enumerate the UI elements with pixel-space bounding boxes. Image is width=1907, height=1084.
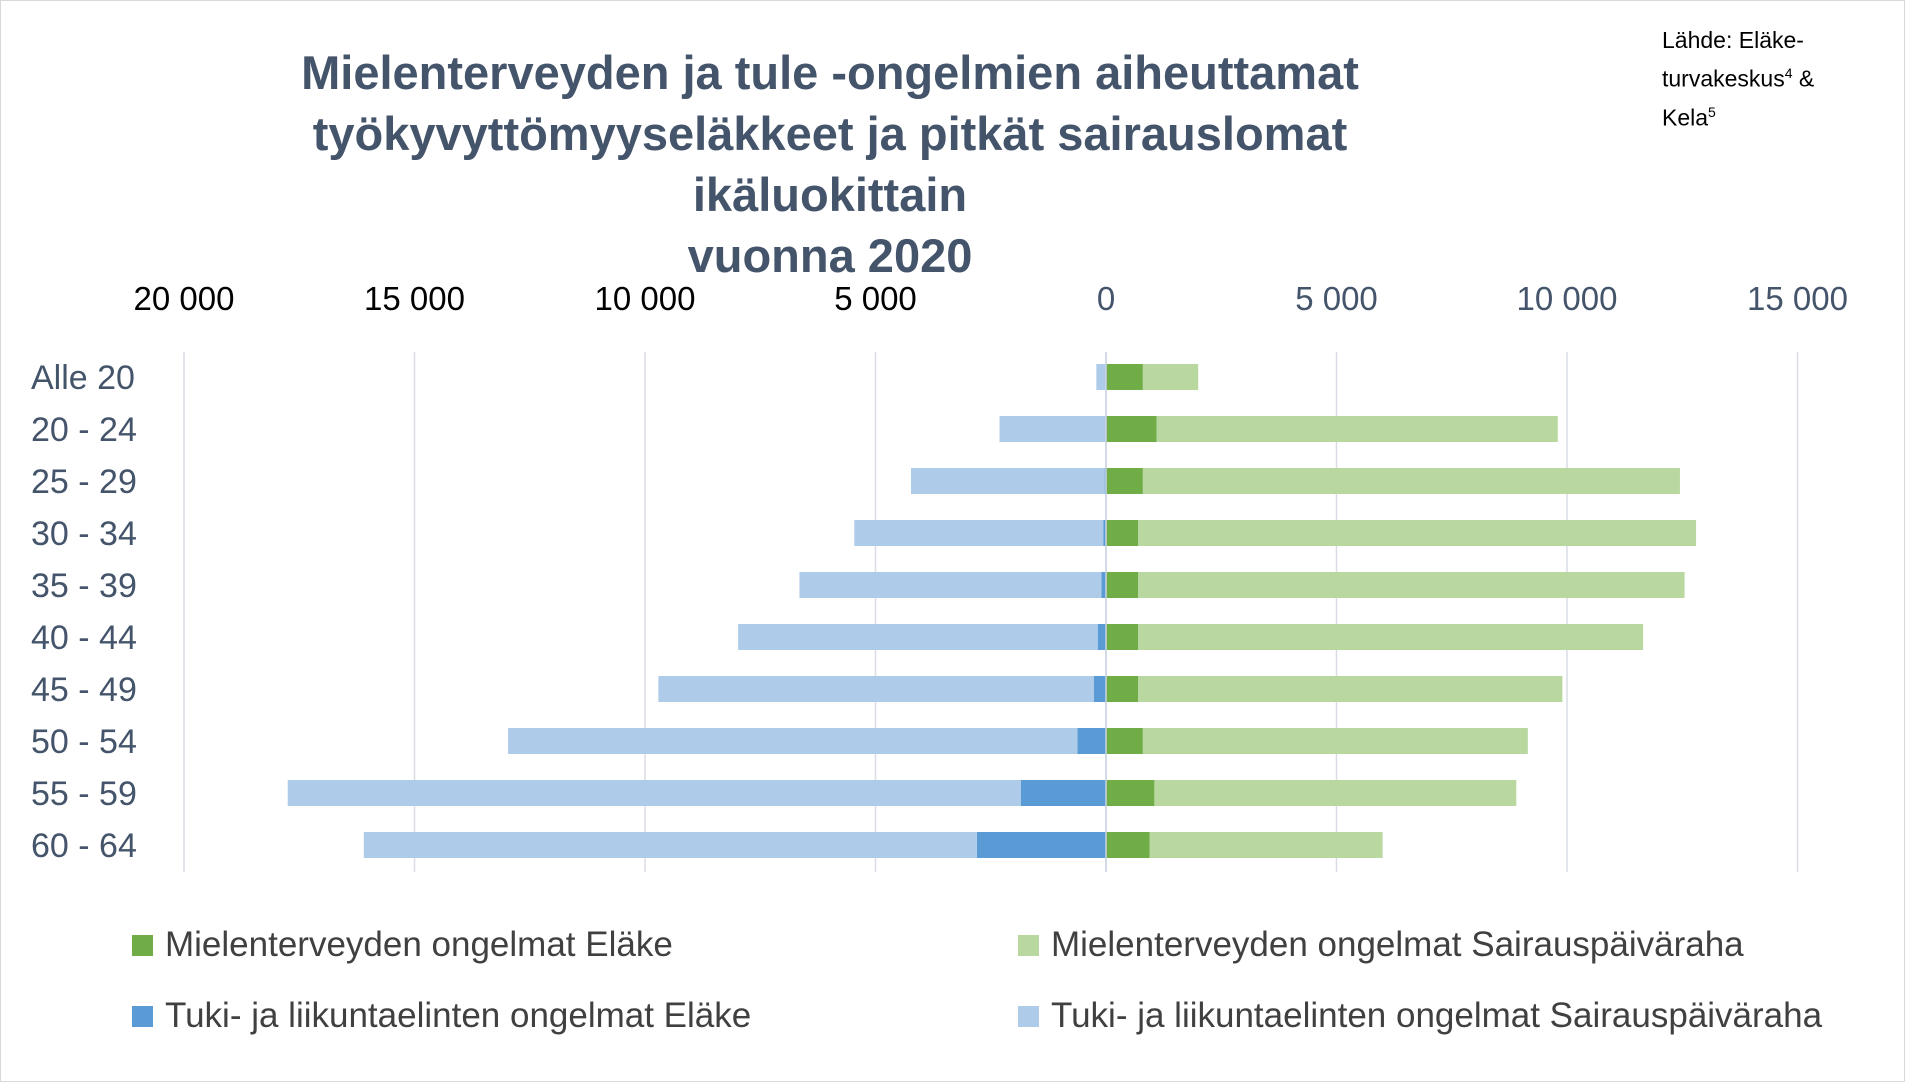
legend-item-musculo-pension: Tuki- ja liikuntaelinten ongelmat Eläke [132,996,751,1036]
x-tick-label: 10 000 [1517,280,1618,317]
x-tick-label: 15 000 [364,280,465,317]
source-line-2: turvakeskus4 & [1662,57,1902,96]
legend-label-musculo-sickness: Tuki- ja liikuntaelinten ongelmat Sairau… [1051,996,1823,1035]
y-category-label: 55 - 59 [31,775,137,813]
bar [1103,520,1106,546]
bar [1142,728,1528,754]
bar [999,416,1106,442]
bar [1149,832,1383,858]
legend-swatch-musculo-pension [132,1005,153,1027]
bar [854,520,1104,546]
legend-swatch-mental-pension [132,934,153,956]
bar [508,728,1078,754]
bar [1106,832,1150,858]
chart-title: Mielenterveyden ja tule -ongelmien aiheu… [175,42,1485,286]
x-tick-label: 5 000 [834,280,917,317]
x-tick-label: 15 000 [1747,280,1848,317]
bar [1106,468,1143,494]
bar [1096,364,1106,390]
legend-item-mental-pension: Mielenterveyden ongelmat Eläke [132,925,673,965]
y-category-label: 50 - 54 [31,723,137,761]
bar [1138,676,1563,702]
bar [1106,520,1139,546]
bar [1106,416,1157,442]
bar [976,832,1106,858]
chart-title-line-1: Mielenterveyden ja tule -ongelmien aiheu… [301,46,1359,99]
chart-title-line-3: vuonna 2020 [687,229,973,282]
bar [1138,520,1697,546]
legend-item-mental-sickness: Mielenterveyden ongelmat Sairauspäivärah… [1018,925,1744,965]
y-category-label: 40 - 44 [31,619,137,657]
source-note: Lähde: Eläke- turvakeskus4 & Kela5 [1662,24,1902,134]
legend-swatch-musculo-sickness [1018,1005,1039,1027]
legend-label-mental-sickness: Mielenterveyden ongelmat Sairauspäivärah… [1051,925,1744,964]
bar [1142,364,1199,390]
y-category-label: Alle 20 [31,359,135,397]
bar [1106,780,1155,806]
bar [1154,780,1517,806]
bar [1106,728,1143,754]
x-tick-label: 5 000 [1295,280,1378,317]
source-line-1: Lähde: Eläke- [1662,27,1804,53]
source-text-kela: Kela [1662,104,1709,131]
bar [1094,676,1106,702]
bar [1156,416,1558,442]
x-tick-label: 0 [1097,280,1115,317]
legend-item-musculo-sickness: Tuki- ja liikuntaelinten ongelmat Sairau… [1018,996,1822,1036]
bar [1106,676,1139,702]
legend-label-mental-pension: Mielenterveyden ongelmat Eläke [165,925,673,964]
x-tick-label: 20 000 [134,280,235,317]
bar [799,572,1102,598]
source-footnote-5: 5 [1708,103,1716,120]
legend-swatch-mental-sickness [1018,934,1039,956]
legend-label-musculo-pension: Tuki- ja liikuntaelinten ongelmat Eläke [165,996,752,1035]
bar [1106,364,1143,390]
bar [1138,624,1644,650]
bar [363,832,977,858]
bar [1077,728,1106,754]
bar [1101,572,1106,598]
y-category-label: 30 - 34 [31,515,137,553]
bar [910,468,1105,494]
bar [1138,572,1685,598]
source-joiner: & [1792,65,1821,92]
bar [1106,624,1139,650]
source-line-3: Kela5 [1662,96,1902,135]
y-category-label: 25 - 29 [31,463,137,501]
y-category-label: 35 - 39 [31,567,137,605]
y-category-label: 20 - 24 [31,411,137,449]
source-footnote-4: 4 [1784,65,1793,81]
bar [1142,468,1680,494]
bar [658,676,1095,702]
bar [738,624,1098,650]
bar [1106,572,1139,598]
y-category-label: 45 - 49 [31,671,137,709]
bar [1020,780,1106,806]
x-tick-label: 10 000 [595,280,696,317]
chart-title-line-2: työkyvyttömyyseläkkeet ja pitkät sairaus… [312,107,1348,221]
bar [287,780,1021,806]
y-category-label: 60 - 64 [31,827,137,865]
source-text-etk: turvakeskus [1662,65,1785,92]
bar [1097,624,1106,650]
